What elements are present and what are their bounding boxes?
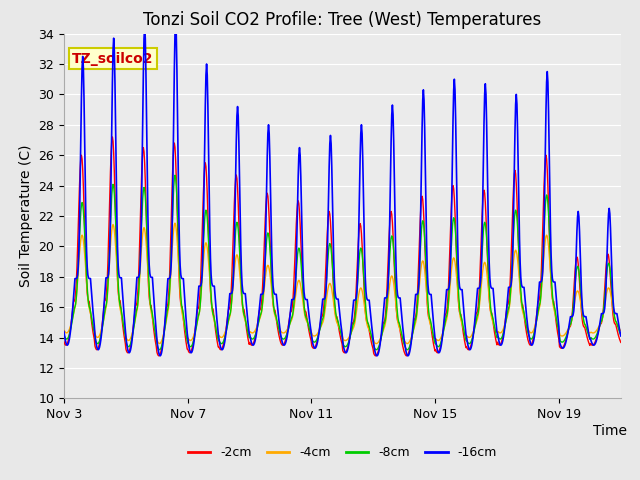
Text: TZ_soilco2: TZ_soilco2 [72,52,154,66]
Legend: -2cm, -4cm, -8cm, -16cm: -2cm, -4cm, -8cm, -16cm [183,441,502,464]
Title: Tonzi Soil CO2 Profile: Tree (West) Temperatures: Tonzi Soil CO2 Profile: Tree (West) Temp… [143,11,541,29]
X-axis label: Time: Time [593,424,627,438]
Y-axis label: Soil Temperature (C): Soil Temperature (C) [19,145,33,287]
